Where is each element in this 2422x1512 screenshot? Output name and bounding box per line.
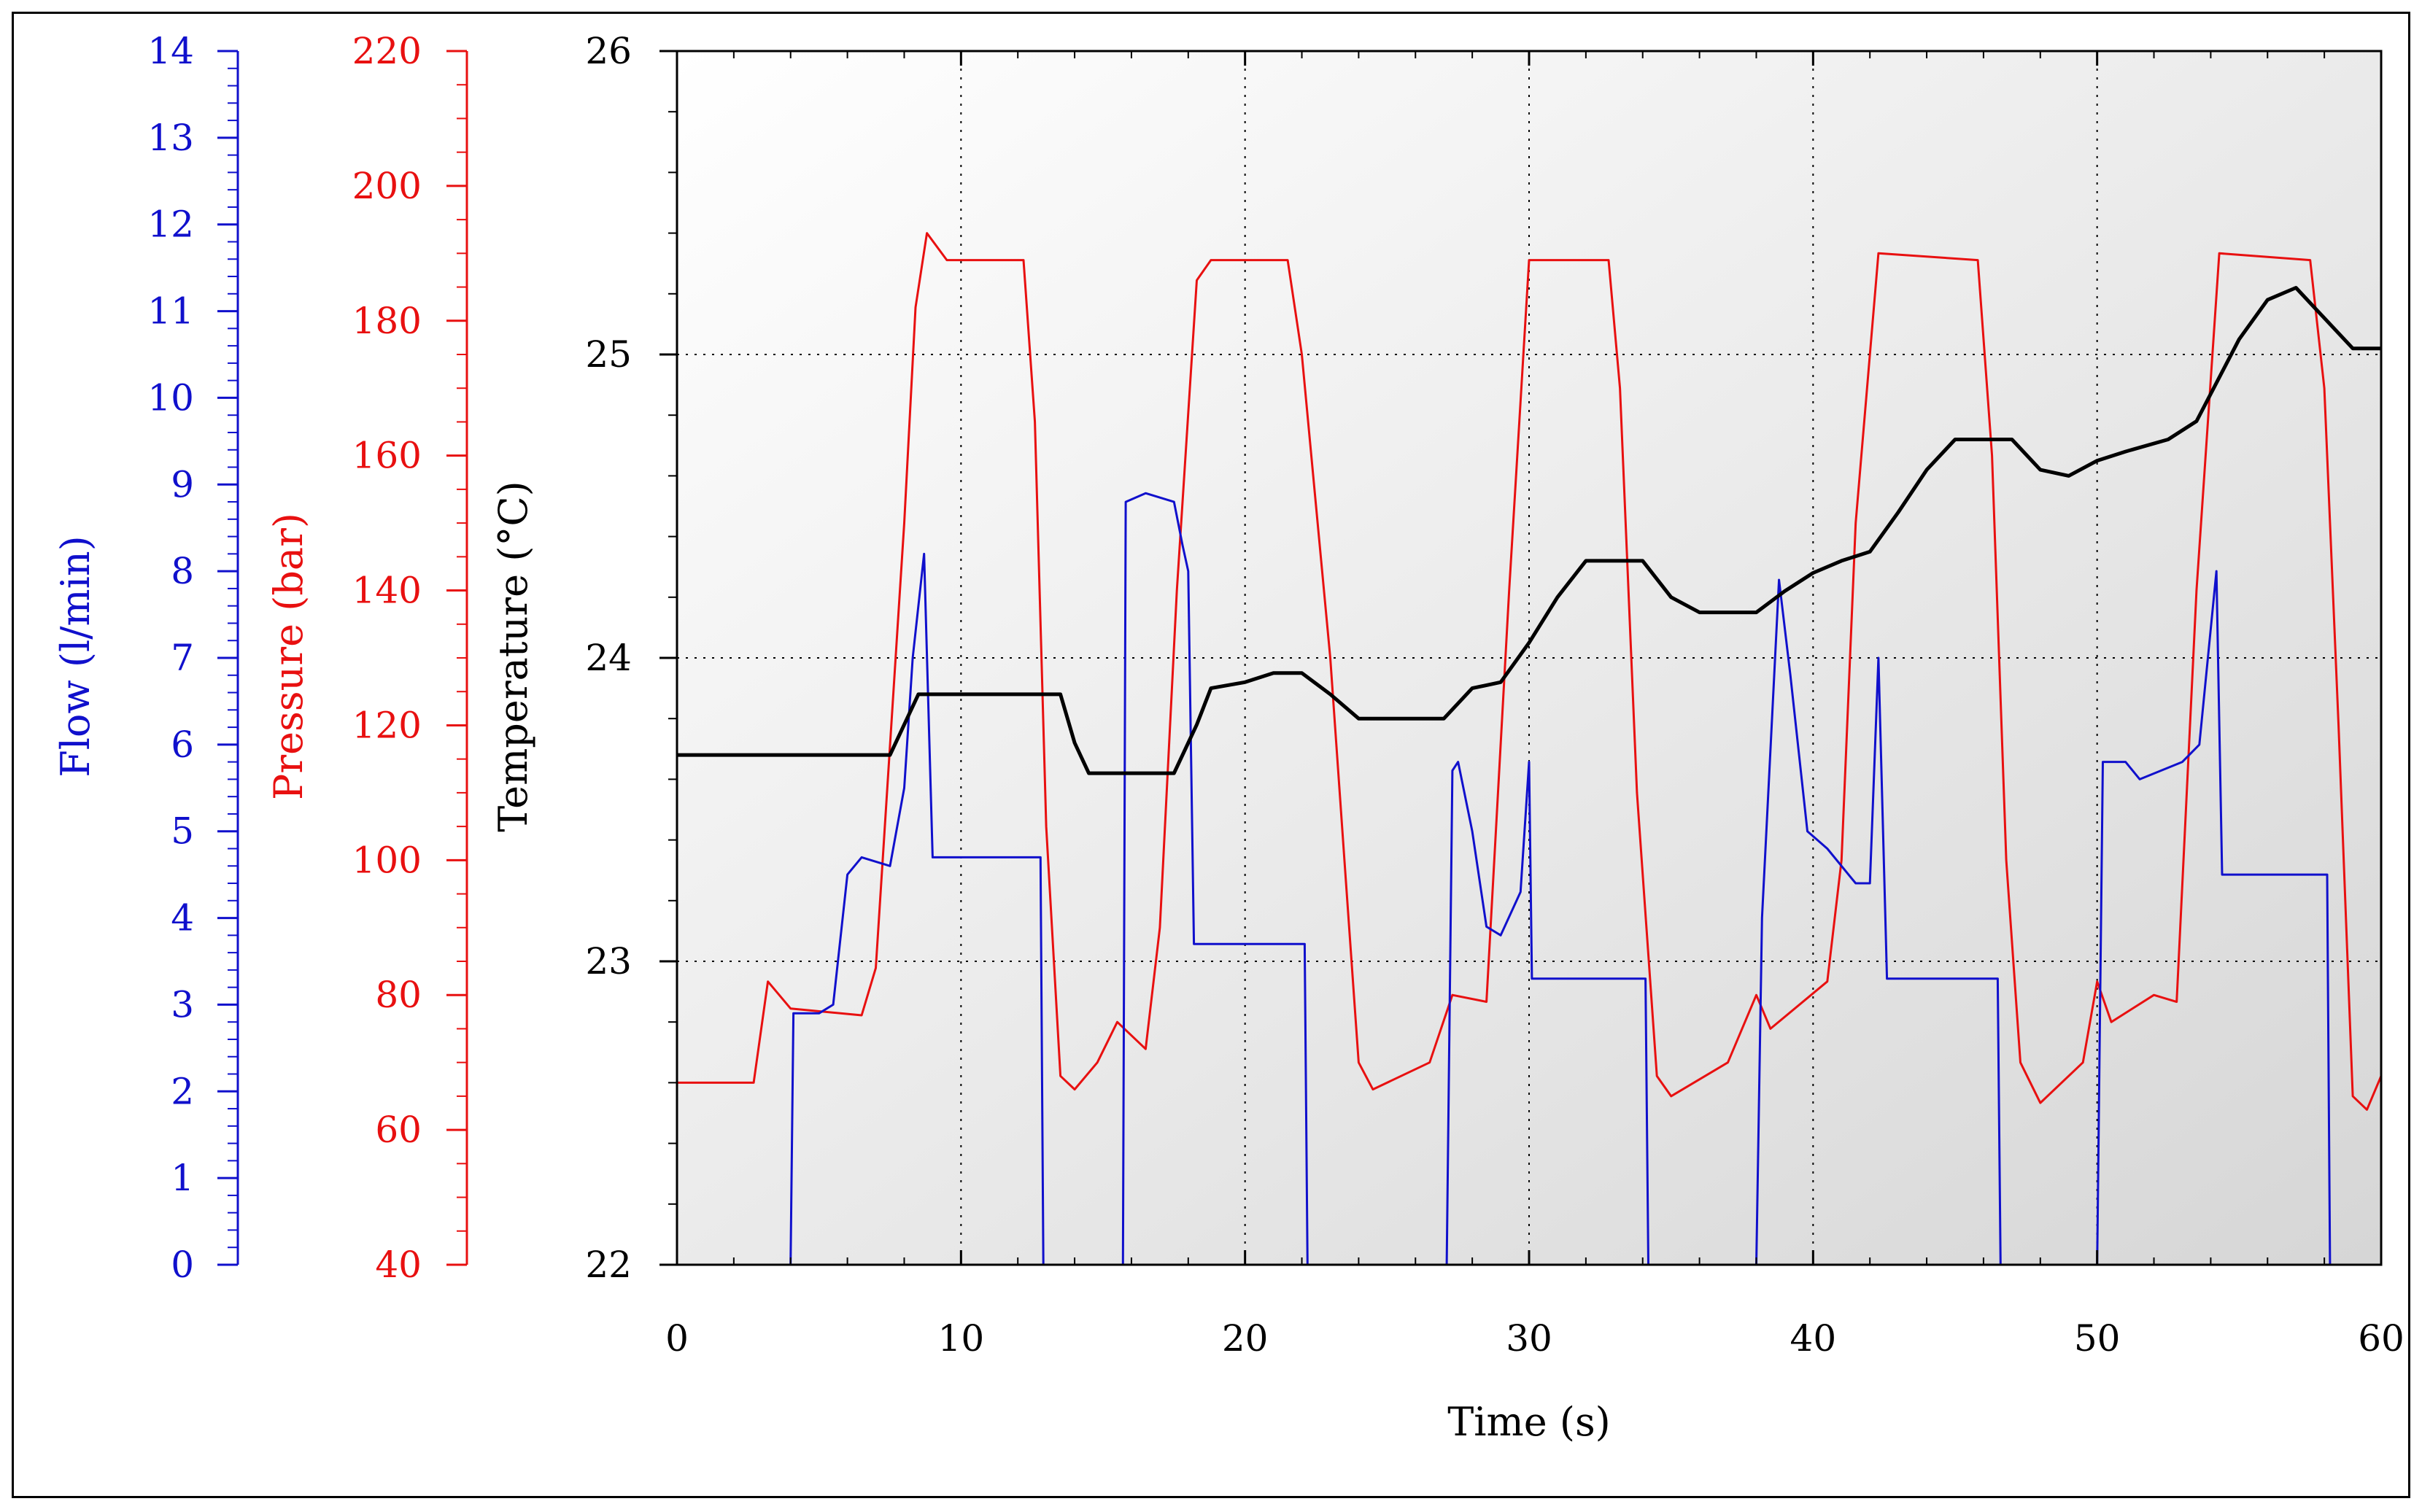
x-tick-labels: 0 10 20 30 40 50 60 [665, 1317, 2404, 1360]
pressure-tick-label: 40 [375, 1244, 422, 1286]
temperature-series-line [677, 286, 2381, 775]
pressure-tick-label: 120 [352, 704, 422, 746]
pressure-tick-label: 140 [352, 570, 422, 612]
pressure-series-line [677, 232, 2383, 1111]
flow-tick-label: 0 [171, 1244, 194, 1286]
flow-tick-label: 4 [171, 897, 194, 939]
flow-tick-label: 10 [147, 376, 194, 419]
pressure-tick-label: 60 [375, 1109, 422, 1151]
temperature-axis-title: Temperature (°C) [490, 481, 536, 831]
flow-tick-label: 6 [171, 724, 194, 766]
temperature-tick-label: 24 [585, 637, 632, 679]
flow-tick-label: 5 [171, 810, 194, 853]
x-tick-label: 20 [1222, 1317, 1269, 1360]
temperature-tick-label: 26 [585, 30, 632, 72]
x-tick-label: 40 [1790, 1317, 1837, 1360]
pressure-tick-label: 160 [352, 435, 422, 477]
flow-tick-label: 2 [171, 1070, 194, 1112]
x-tick-label: 60 [2358, 1317, 2404, 1360]
x-tick-label: 0 [665, 1317, 689, 1360]
flow-axis-title: Flow (l/min) [53, 535, 98, 778]
pressure-tick-label: 80 [375, 974, 422, 1016]
flow-tick-label: 7 [171, 637, 194, 679]
pressure-axis-title: Pressure (bar) [266, 513, 312, 800]
flow-tick-label: 13 [147, 117, 194, 159]
flow-tick-label: 9 [171, 463, 194, 505]
temperature-tick-label: 22 [585, 1244, 632, 1286]
temperature-tick-label: 23 [585, 940, 632, 982]
flow-tick-label: 3 [171, 983, 194, 1026]
pressure-tick-label: 200 [352, 165, 422, 207]
pressure-tick-label: 180 [352, 300, 422, 342]
flow-tick-label: 12 [147, 203, 194, 246]
pressure-tick-label: 220 [352, 30, 422, 72]
x-tick-label: 10 [938, 1317, 985, 1360]
x-tick-label: 50 [2074, 1317, 2121, 1360]
grid [677, 51, 2381, 1265]
pressure-tick-label: 100 [352, 839, 422, 881]
temperature-tick-label: 25 [585, 333, 632, 376]
plot-border [676, 50, 2383, 1266]
flow-tick-label: 14 [147, 30, 194, 72]
flow-series-line [677, 492, 2381, 1266]
flow-tick-label: 1 [171, 1157, 194, 1199]
x-tick-label: 30 [1506, 1317, 1552, 1360]
axes-layer: 2223242526406080100120140160180200220012… [147, 30, 2383, 1286]
series-layer [677, 232, 2383, 1266]
x-axis-title: Time (s) [1447, 1399, 1610, 1445]
flow-tick-label: 11 [147, 290, 194, 333]
flow-tick-label: 8 [171, 550, 194, 592]
